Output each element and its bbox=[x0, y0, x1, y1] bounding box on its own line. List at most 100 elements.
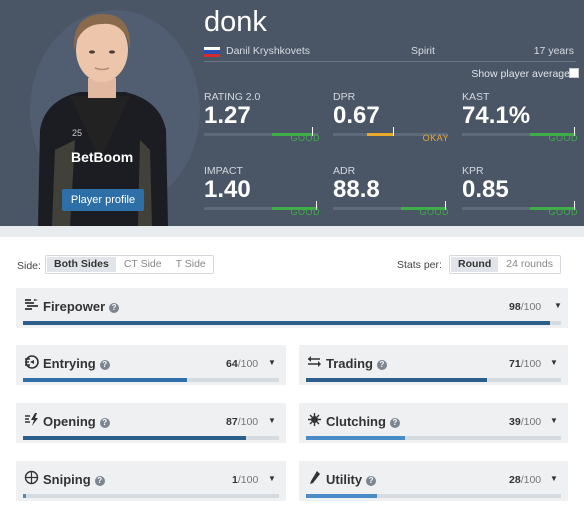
chevron-down-icon[interactable]: ▼ bbox=[268, 416, 276, 425]
category-clutching[interactable]: Clutching? 39/100 ▼ bbox=[299, 403, 568, 443]
stat-bar-fill bbox=[367, 133, 393, 136]
stat-bar-tick bbox=[574, 127, 575, 136]
utility-icon bbox=[310, 471, 320, 484]
category-name: Utility? bbox=[326, 472, 377, 487]
stat-bar bbox=[462, 127, 576, 136]
show-average-label: Show player average bbox=[471, 68, 570, 80]
category-trading[interactable]: Trading? 71/100 ▼ bbox=[299, 345, 568, 385]
stat-value: 0.85 bbox=[462, 176, 509, 203]
category-score: 98/100 bbox=[509, 301, 542, 313]
category-bar-fill bbox=[23, 321, 550, 325]
crosshair-icon bbox=[24, 470, 39, 485]
stat-bar bbox=[333, 201, 447, 210]
category-firepower[interactable]: Firepower? 98/100 ▼ bbox=[16, 288, 568, 328]
category-bar bbox=[23, 321, 561, 325]
stat-bar-tick bbox=[574, 201, 575, 210]
shirt-sponsor: BetBoom bbox=[71, 149, 133, 165]
stat-rating-word: GOOD bbox=[419, 207, 449, 217]
stat-label: RATING 2.0 bbox=[204, 91, 261, 103]
stats-per-toggle: Round 24 rounds bbox=[449, 255, 561, 274]
player-info-line: Danil Kryshkovets Spirit 17 years bbox=[204, 44, 576, 62]
opening-icon bbox=[25, 413, 38, 426]
stat-bar-tick bbox=[445, 201, 446, 210]
category-name: Firepower? bbox=[43, 299, 120, 314]
player-header: BetBoom 25 Player profile donk Danil Kry… bbox=[0, 0, 584, 226]
category-score: 1/100 bbox=[232, 474, 259, 486]
side-toggle: Both Sides CT Side T Side bbox=[45, 255, 214, 274]
category-bar bbox=[23, 436, 279, 440]
stat-rating-word: GOOD bbox=[290, 133, 320, 143]
category-opening[interactable]: Opening? 87/100 ▼ bbox=[16, 403, 286, 443]
stat-label: ADR bbox=[333, 165, 356, 177]
stat-bar-fill bbox=[401, 207, 445, 210]
stat-value: 88.8 bbox=[333, 176, 380, 203]
category-score: 28/100 bbox=[509, 474, 542, 486]
stat-value: 1.40 bbox=[204, 176, 251, 203]
stat-rating-word: GOOD bbox=[548, 133, 578, 143]
russia-flag-icon bbox=[204, 47, 220, 57]
chevron-down-icon[interactable]: ▼ bbox=[268, 358, 276, 367]
show-average-checkbox[interactable] bbox=[569, 68, 579, 78]
chevron-down-icon[interactable]: ▼ bbox=[550, 416, 558, 425]
clutching-icon bbox=[308, 413, 321, 426]
stat-bar-fill bbox=[530, 207, 574, 210]
player-team[interactable]: Spirit bbox=[411, 45, 435, 57]
per-option-24-rounds[interactable]: 24 rounds bbox=[506, 258, 553, 270]
side-option-ct[interactable]: CT Side bbox=[123, 258, 162, 270]
category-utility[interactable]: Utility? 28/100 ▼ bbox=[299, 461, 568, 501]
help-icon[interactable]: ? bbox=[366, 476, 377, 486]
stat-kpr: KPR 0.85 GOOD bbox=[462, 165, 580, 217]
chevron-down-icon[interactable]: ▼ bbox=[550, 358, 558, 367]
stat-value: 74.1% bbox=[462, 102, 531, 129]
help-icon[interactable]: ? bbox=[99, 360, 110, 370]
category-entrying[interactable]: Entrying? 64/100 ▼ bbox=[16, 345, 286, 385]
stat-bar-fill bbox=[272, 207, 316, 210]
trading-icon bbox=[308, 356, 321, 367]
category-bar-fill bbox=[23, 436, 246, 440]
category-bar-fill bbox=[306, 378, 487, 382]
stat-bar-fill bbox=[530, 133, 574, 136]
entrying-icon bbox=[25, 355, 39, 369]
stat-bar bbox=[204, 127, 318, 136]
player-profile-button[interactable]: Player profile bbox=[62, 189, 144, 211]
category-bar bbox=[23, 378, 279, 382]
side-option-t[interactable]: T Side bbox=[175, 258, 206, 270]
help-icon[interactable]: ? bbox=[109, 303, 120, 313]
stats-panel: Side: Both Sides CT Side T Side Stats pe… bbox=[0, 237, 584, 521]
category-name: Clutching? bbox=[326, 414, 400, 429]
player-real-name: Danil Kryshkovets bbox=[226, 45, 311, 57]
side-option-both[interactable]: Both Sides bbox=[47, 257, 116, 272]
category-bar bbox=[23, 494, 279, 498]
stat-rating: RATING 2.0 1.27 GOOD bbox=[204, 91, 322, 143]
shirt-number: 25 bbox=[72, 128, 82, 138]
stat-bar bbox=[462, 201, 576, 210]
category-score: 64/100 bbox=[226, 358, 259, 370]
category-bar-fill bbox=[23, 378, 187, 382]
category-sniping[interactable]: Sniping? 1/100 ▼ bbox=[16, 461, 286, 501]
player-age: 17 years bbox=[533, 45, 574, 57]
help-icon[interactable]: ? bbox=[94, 476, 105, 486]
stat-bar-fill bbox=[272, 133, 312, 136]
stat-label: DPR bbox=[333, 91, 356, 103]
category-bar bbox=[306, 494, 561, 498]
stat-bar bbox=[333, 127, 447, 136]
help-icon[interactable]: ? bbox=[99, 418, 110, 428]
category-name: Sniping? bbox=[43, 472, 105, 487]
category-bar bbox=[306, 378, 561, 382]
stat-bar-tick bbox=[312, 127, 313, 136]
stat-rating-word: GOOD bbox=[290, 207, 320, 217]
stat-label: IMPACT bbox=[204, 165, 243, 177]
stat-rating-word: GOOD bbox=[548, 207, 578, 217]
chevron-down-icon[interactable]: ▼ bbox=[550, 474, 558, 483]
per-option-round[interactable]: Round bbox=[451, 257, 499, 272]
help-icon[interactable]: ? bbox=[389, 418, 400, 428]
stat-label: KAST bbox=[462, 91, 490, 103]
chevron-down-icon[interactable]: ▼ bbox=[554, 301, 562, 310]
category-name: Trading? bbox=[326, 356, 387, 371]
help-icon[interactable]: ? bbox=[376, 360, 387, 370]
category-score: 87/100 bbox=[226, 416, 259, 428]
stat-impact: IMPACT 1.40 GOOD bbox=[204, 165, 322, 217]
chevron-down-icon[interactable]: ▼ bbox=[268, 474, 276, 483]
stat-bar-tick bbox=[393, 127, 394, 136]
side-label: Side: bbox=[17, 260, 41, 272]
